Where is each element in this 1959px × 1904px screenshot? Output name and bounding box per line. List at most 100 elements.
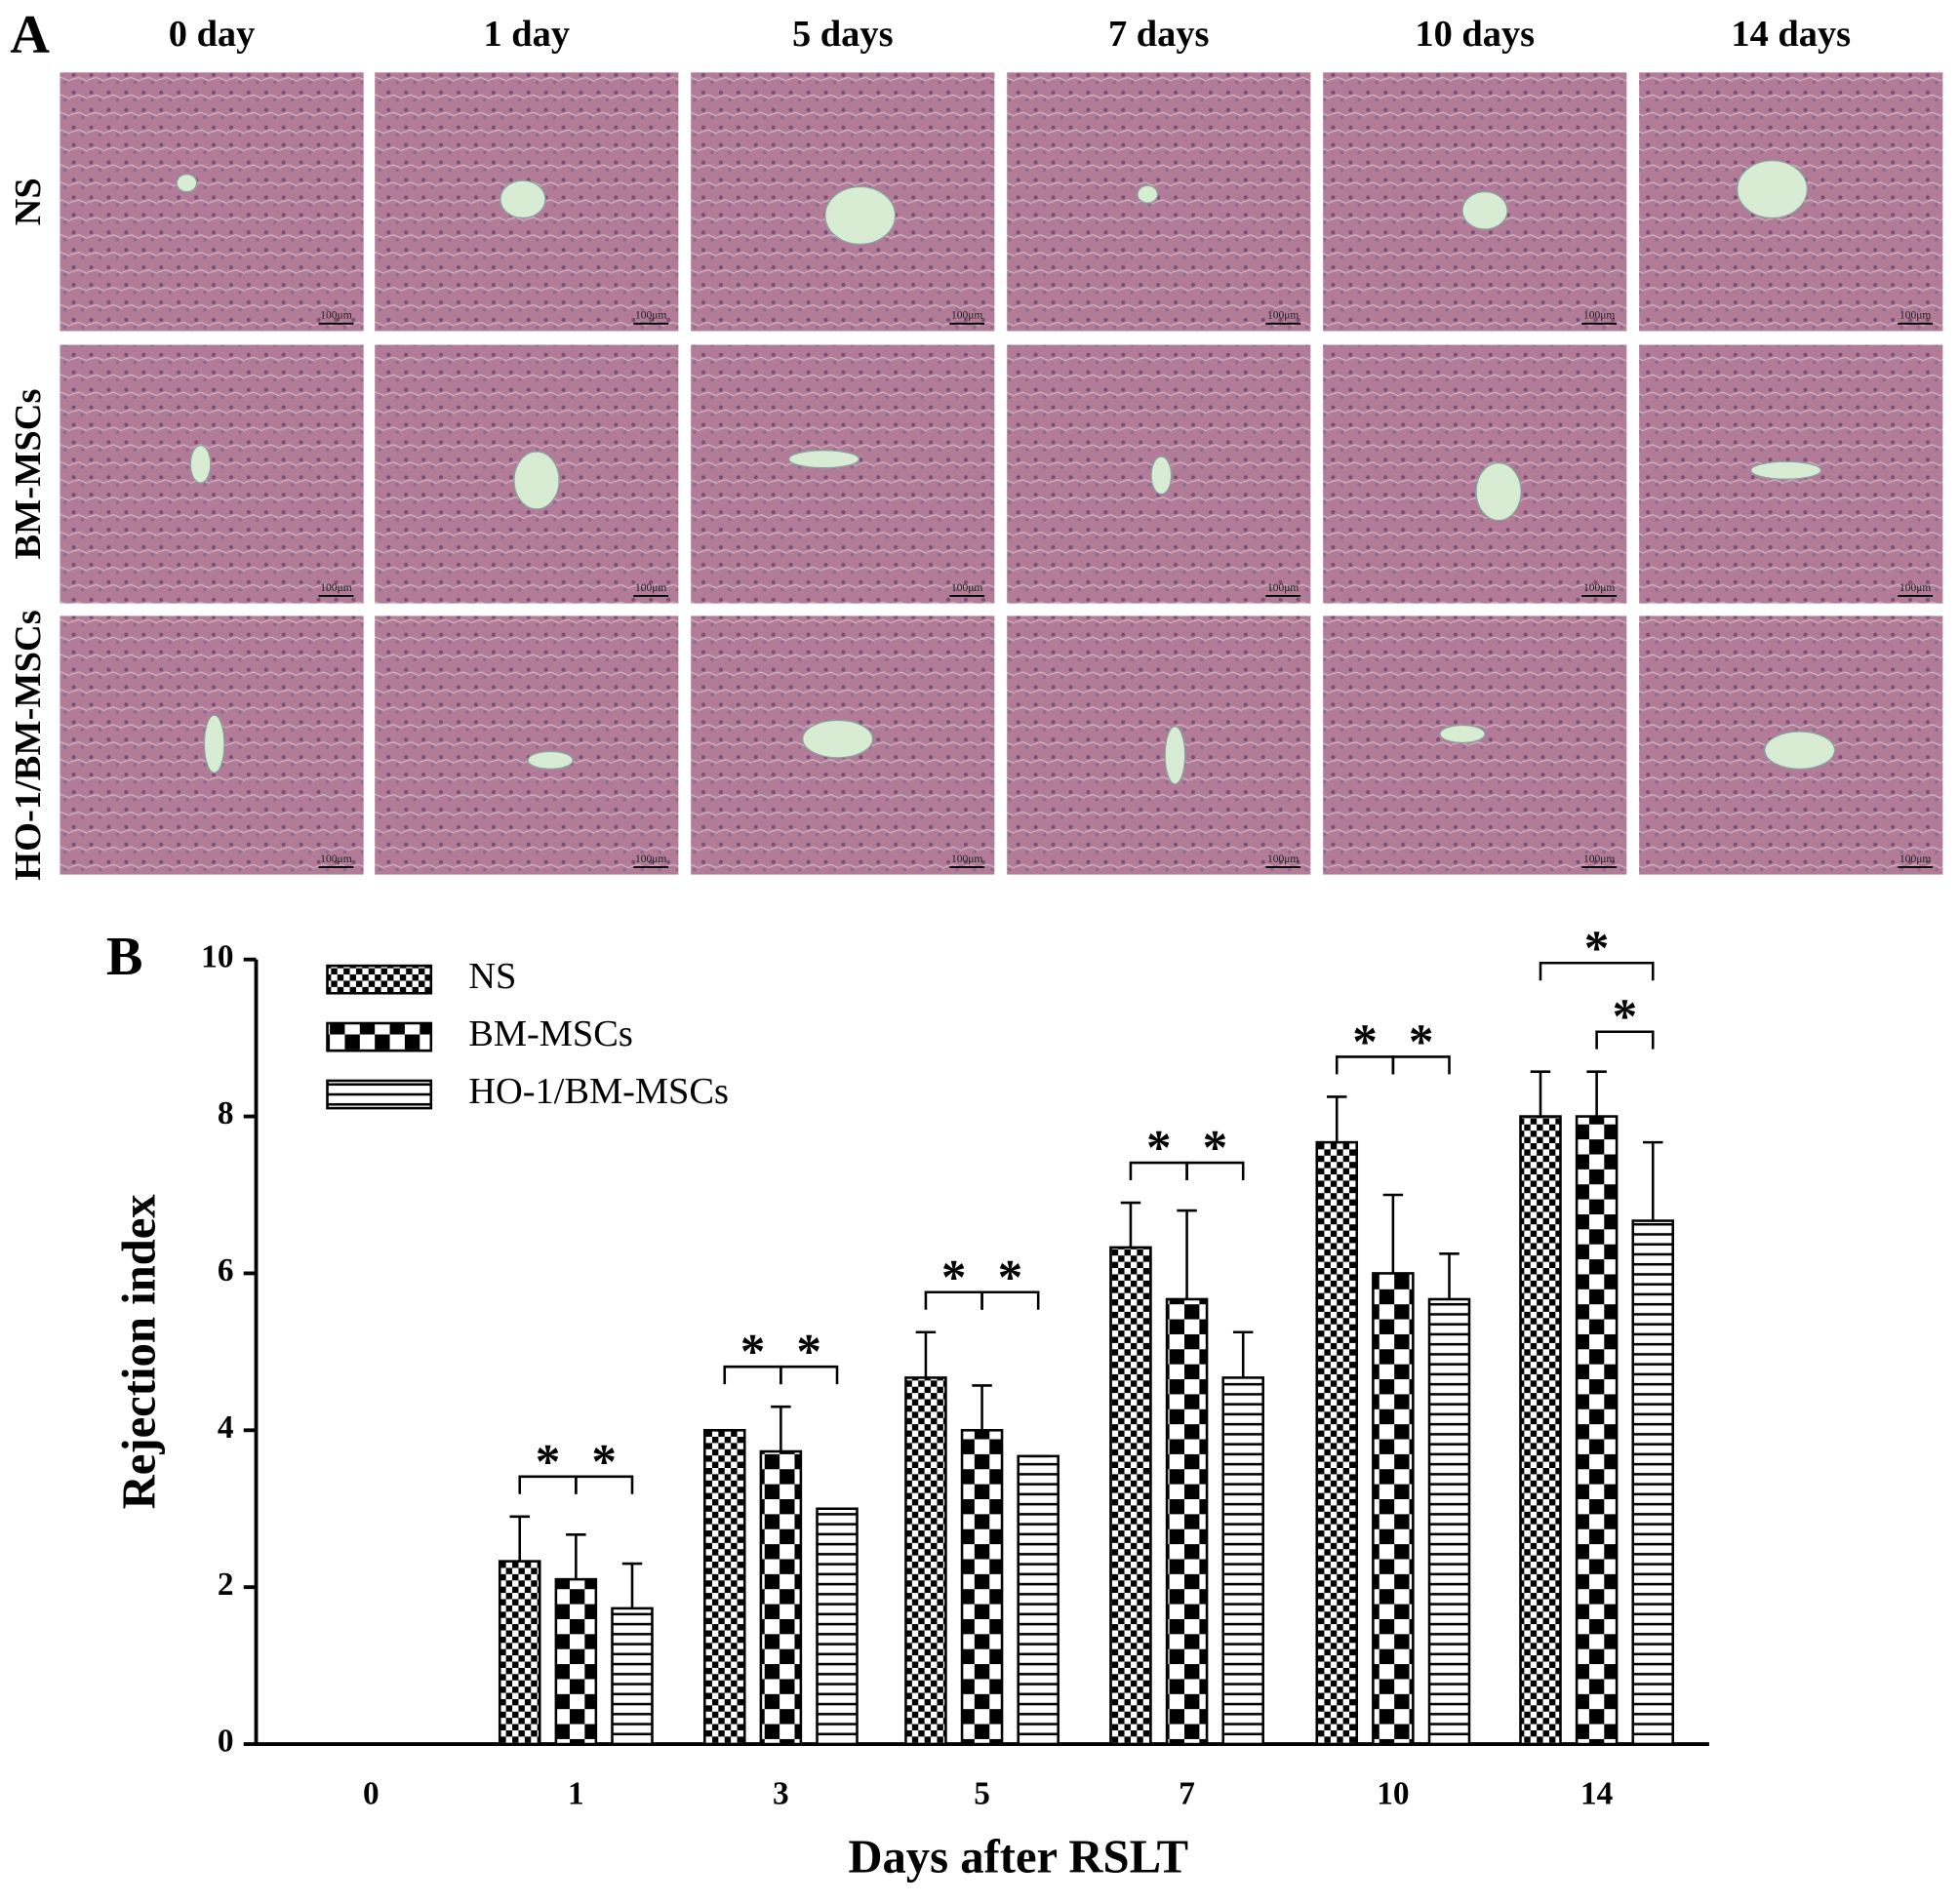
significance-bracket: *	[1391, 1014, 1451, 1075]
significance-label: *	[1146, 1121, 1172, 1176]
significance-bracket: *	[575, 1434, 634, 1494]
x-tick-label: 7	[1179, 1775, 1195, 1811]
significance-bracket: *	[1129, 1121, 1188, 1180]
x-tick-label: 0	[363, 1775, 380, 1811]
column-header: 7 days	[1108, 14, 1210, 55]
bar	[1165, 1297, 1209, 1746]
significance-bracket: *	[980, 1250, 1040, 1310]
vessel	[1164, 726, 1186, 785]
legend-label: BM-MSCs	[468, 1013, 633, 1054]
bracket-line	[575, 1475, 634, 1494]
vessel	[1137, 184, 1159, 204]
bar	[498, 1560, 541, 1746]
y-tick-label: 2	[218, 1567, 234, 1603]
y-tick-label: 0	[218, 1724, 234, 1760]
error-bar	[771, 1405, 791, 1452]
significance-bracket: *	[1595, 989, 1655, 1050]
bar	[611, 1606, 654, 1746]
significance-label: *	[1203, 1121, 1228, 1176]
histology-image	[1323, 615, 1627, 875]
significance-label: *	[1613, 989, 1638, 1045]
vessel	[1461, 190, 1508, 230]
column-header: 5 days	[792, 14, 894, 55]
vessel	[1737, 159, 1809, 219]
significance-label: *	[536, 1434, 561, 1489]
y-tick-label: 4	[218, 1409, 234, 1446]
significance-label: *	[740, 1325, 766, 1380]
error-bar	[1382, 1193, 1404, 1274]
legend-swatch	[326, 964, 433, 995]
x-tick-label: 14	[1580, 1775, 1614, 1811]
vessel	[203, 714, 225, 774]
vessel	[527, 750, 574, 770]
significance-bracket: *	[723, 1325, 782, 1385]
error-bar	[1439, 1252, 1459, 1299]
significance-bracket: *	[1185, 1121, 1245, 1180]
vessel	[1439, 724, 1486, 744]
x-tick-label: 10	[1377, 1775, 1409, 1811]
column-header: 1 day	[483, 14, 570, 55]
x-tick-label: 5	[974, 1775, 990, 1811]
scale-bar-label: 100μm	[635, 310, 666, 322]
vessel	[1764, 731, 1836, 770]
vessel	[824, 185, 897, 246]
panel-label: B	[106, 927, 143, 987]
significance-label: *	[998, 1250, 1023, 1305]
scale-bar-label: 100μm	[1267, 853, 1299, 865]
error-bar	[1232, 1330, 1254, 1378]
bracket-line	[1185, 1161, 1245, 1180]
vessel	[513, 451, 560, 510]
bar	[1017, 1454, 1059, 1746]
scale-bar-label: 100μm	[951, 310, 982, 322]
bar	[1315, 1140, 1359, 1746]
error-bar	[1530, 1070, 1551, 1117]
y-axis-label: Rejection index	[112, 1194, 165, 1510]
scale-bar-label: 100μm	[320, 310, 351, 322]
histology-image	[375, 615, 679, 875]
histology-image	[60, 344, 364, 604]
scale-bar-label: 100μm	[1899, 310, 1931, 322]
x-axis-label: Days after RSLT	[848, 1831, 1188, 1884]
y-tick-label: 8	[218, 1095, 234, 1131]
vessel	[1475, 461, 1522, 522]
scale-bar-label: 100μm	[1267, 582, 1299, 594]
bar	[816, 1507, 859, 1746]
row-header: NS	[8, 178, 49, 225]
scale-bar-label: 100μm	[951, 853, 982, 865]
error-bar	[1586, 1070, 1607, 1117]
error-bar	[972, 1384, 992, 1431]
significance-bracket: *	[1335, 1014, 1395, 1075]
vessel	[802, 719, 874, 759]
bar	[759, 1449, 803, 1746]
significance-bracket: *	[518, 1434, 578, 1494]
significance-bracket: *	[924, 1250, 983, 1310]
bar	[904, 1376, 947, 1746]
scale-bar-label: 100μm	[1899, 853, 1931, 865]
legend-swatch	[326, 1021, 433, 1052]
x-tick-label: 3	[773, 1775, 789, 1811]
bracket-line	[1391, 1055, 1451, 1075]
panel-label: A	[10, 5, 50, 65]
bracket-line	[1595, 1030, 1655, 1050]
scale-bar-label: 100μm	[320, 853, 351, 865]
significance-label: *	[796, 1325, 821, 1380]
scale-bar-label: 100μm	[320, 582, 351, 594]
scale-bar-label: 100μm	[1583, 853, 1615, 865]
y-tick-label: 10	[201, 938, 233, 974]
histology-image	[1007, 615, 1311, 875]
histology-image	[60, 72, 364, 332]
bracket-line	[1539, 961, 1655, 981]
bar	[554, 1577, 598, 1746]
bar	[1575, 1115, 1619, 1746]
error-bar	[915, 1330, 937, 1378]
bracket-line	[780, 1365, 839, 1385]
error-bar	[509, 1515, 530, 1562]
scale-bar-label: 100μm	[1583, 582, 1615, 594]
bar	[1631, 1219, 1675, 1746]
legend-label: NS	[468, 956, 516, 997]
bar	[702, 1429, 746, 1746]
vessel	[500, 179, 546, 219]
scale-bar-label: 100μm	[1583, 310, 1615, 322]
bar	[1519, 1115, 1562, 1746]
